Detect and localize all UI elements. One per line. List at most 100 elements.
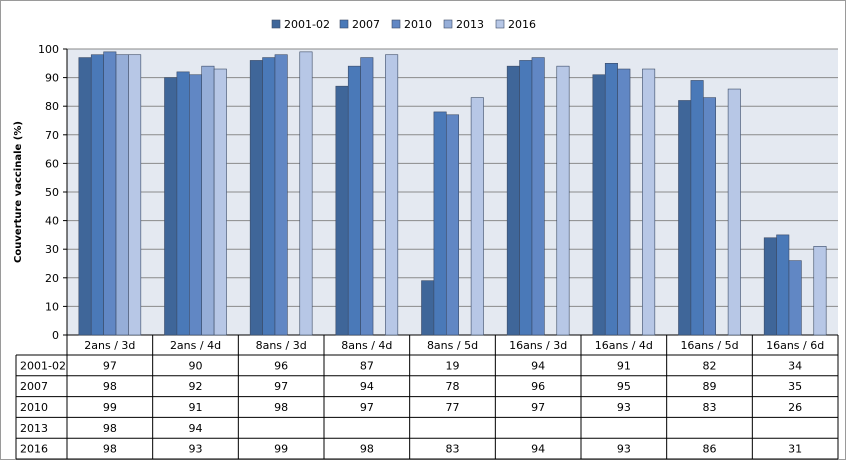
- bar: [617, 68, 631, 336]
- data-table-cell: 98: [103, 443, 117, 456]
- legend-label: 2010: [404, 18, 432, 31]
- bar: [776, 234, 790, 336]
- bar: [519, 60, 533, 336]
- data-table-cell: 26: [788, 401, 802, 414]
- data-table-cell: 93: [189, 443, 203, 456]
- bar: [470, 97, 484, 336]
- bar: [299, 51, 313, 336]
- bar: [213, 68, 227, 336]
- data-table-cell: 97: [274, 380, 288, 393]
- data-table-cell: 83: [446, 443, 460, 456]
- category-label: 8ans / 5d: [427, 339, 478, 352]
- y-tick-label: 60: [45, 157, 59, 170]
- bar: [727, 88, 741, 336]
- data-table-cell: 94: [531, 359, 545, 372]
- data-table-cell: 87: [360, 359, 374, 372]
- category-label: 16ans / 4d: [595, 339, 653, 352]
- bar: [763, 237, 777, 336]
- table-series-name: 2001-02: [20, 359, 66, 372]
- data-table-cell: 96: [531, 380, 545, 393]
- legend-swatch: [271, 19, 281, 29]
- bar: [90, 54, 104, 336]
- data-table-cell: 93: [617, 443, 631, 456]
- data-table-cell: 97: [531, 401, 545, 414]
- category-label: 16ans / 3d: [509, 339, 567, 352]
- data-table-cell: 95: [617, 380, 631, 393]
- legend-swatch: [495, 19, 505, 29]
- bar: [506, 65, 520, 336]
- bar: [201, 65, 215, 336]
- data-table-cell: 93: [617, 401, 631, 414]
- data-table-cell: 31: [788, 443, 802, 456]
- bar: [360, 57, 374, 336]
- bar: [274, 54, 288, 336]
- bar: [531, 57, 545, 336]
- data-table-cell: 86: [703, 443, 717, 456]
- data-table-cell: 78: [446, 380, 460, 393]
- table-series-name: 2010: [20, 401, 48, 414]
- bar: [176, 71, 190, 336]
- bar: [445, 114, 459, 336]
- data-table-cell: 97: [103, 359, 117, 372]
- bar: [788, 260, 802, 336]
- data-table-cell: 77: [446, 401, 460, 414]
- data-table-cell: 98: [103, 380, 117, 393]
- data-table-cell: 99: [103, 401, 117, 414]
- y-axis-label: Couverture vaccinale (%): [13, 121, 24, 263]
- data-table-cell: 89: [703, 380, 717, 393]
- bar: [813, 246, 827, 336]
- category-label: 8ans / 3d: [256, 339, 307, 352]
- category-label: 2ans / 3d: [84, 339, 135, 352]
- y-tick-label: 0: [52, 329, 59, 342]
- bar: [249, 60, 263, 336]
- bar: [433, 111, 447, 336]
- table-series-name: 2013: [20, 422, 48, 435]
- data-table-cell: 34: [788, 359, 802, 372]
- bar: [78, 57, 92, 336]
- y-tick-label: 40: [45, 215, 59, 228]
- y-tick-label: 90: [45, 72, 59, 85]
- bar: [385, 54, 399, 336]
- bar: [702, 97, 716, 336]
- data-table-cell: 91: [189, 401, 203, 414]
- table-series-name: 2007: [20, 380, 48, 393]
- legend-label: 2001-02: [284, 18, 330, 31]
- bar: [690, 80, 704, 336]
- data-table-cell: 83: [703, 401, 717, 414]
- category-label: 16ans / 6d: [766, 339, 824, 352]
- bar: [103, 51, 117, 336]
- data-table-cell: 35: [788, 380, 802, 393]
- bar: [421, 280, 435, 336]
- legend-swatch: [443, 19, 453, 29]
- bar: [604, 62, 618, 336]
- legend-label: 2007: [352, 18, 380, 31]
- y-tick-label: 50: [45, 186, 59, 199]
- data-table-cell: 94: [360, 380, 374, 393]
- y-tick-label: 20: [45, 272, 59, 285]
- y-tick-label: 100: [38, 43, 59, 56]
- data-table-cell: 98: [274, 401, 288, 414]
- data-table-cell: 96: [274, 359, 288, 372]
- data-table-cell: 98: [360, 443, 374, 456]
- bar: [335, 85, 349, 336]
- bar: [164, 77, 178, 336]
- bar: [678, 100, 692, 336]
- data-table-cell: 91: [617, 359, 631, 372]
- bar: [347, 65, 361, 336]
- category-label: 2ans / 4d: [170, 339, 221, 352]
- bar: [262, 57, 276, 336]
- bar: [189, 74, 203, 336]
- data-table-cell: 94: [531, 443, 545, 456]
- bar: [556, 65, 570, 336]
- y-tick-label: 80: [45, 100, 59, 113]
- data-table-cell: 82: [703, 359, 717, 372]
- data-table-cell: 99: [274, 443, 288, 456]
- bar: [592, 74, 606, 336]
- bar: [642, 68, 656, 336]
- legend-label: 2013: [456, 18, 484, 31]
- legend-swatch: [339, 19, 349, 29]
- y-tick-label: 70: [45, 129, 59, 142]
- legend-swatch: [391, 19, 401, 29]
